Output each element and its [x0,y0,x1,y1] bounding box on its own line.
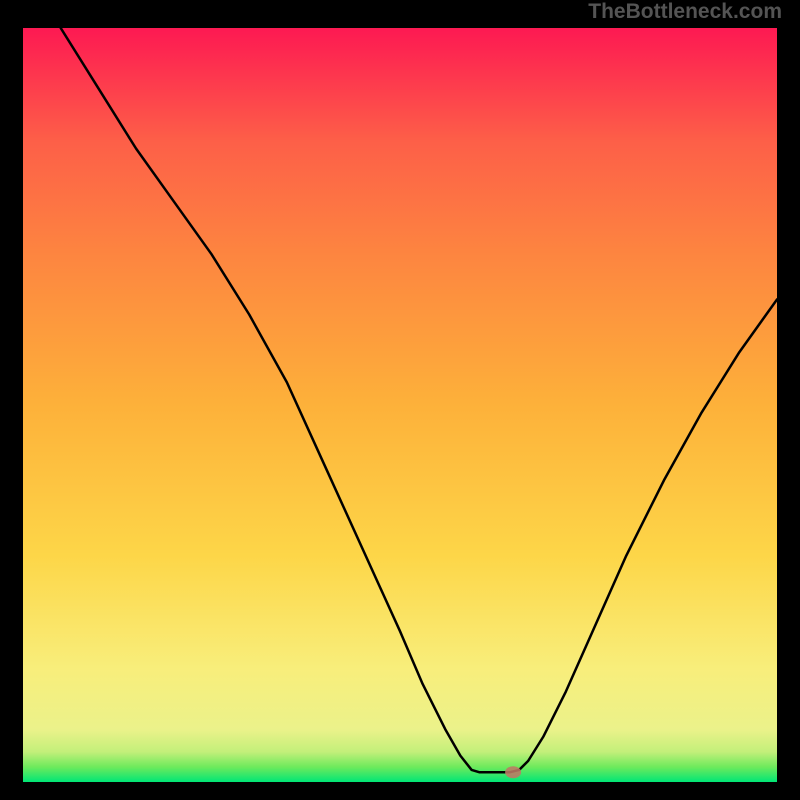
plot-area [23,28,777,782]
optimal-point-marker [505,766,521,778]
watermark-text: TheBottleneck.com [588,0,782,24]
plot-svg [23,28,777,782]
gradient-background [23,28,777,782]
